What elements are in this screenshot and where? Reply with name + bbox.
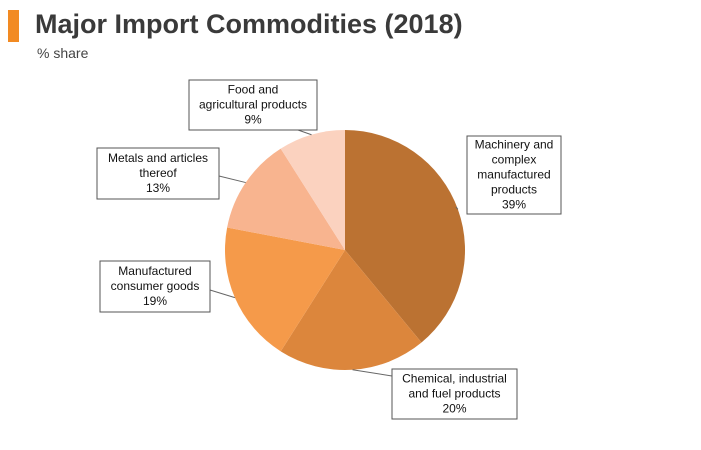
- slice-label-text: thereof: [139, 166, 177, 180]
- slice-label-text: agricultural products: [199, 98, 307, 112]
- pie-slice: [280, 130, 345, 250]
- slice-label-text: Metals and articles: [108, 151, 208, 165]
- slice-label-box: [96, 147, 220, 200]
- title-accent-bar: [8, 10, 19, 42]
- slice-label: Machinery andcomplexmanufacturedproducts…: [466, 135, 562, 215]
- slice-label-box: [188, 79, 318, 131]
- slice-label-text: Manufactured: [118, 264, 191, 278]
- label-leader-line: [352, 369, 393, 377]
- pie-slice: [225, 227, 345, 352]
- label-leader-line: [218, 175, 246, 184]
- chart-subtitle: % share: [37, 45, 89, 61]
- pie-slice: [227, 148, 345, 250]
- slice-label-box: [391, 368, 518, 420]
- slice-label-text: Food and: [228, 83, 279, 97]
- slice-label-text: Chemical, industrial: [402, 372, 507, 386]
- label-leader-line: [455, 206, 459, 210]
- slice-label-text: and fuel products: [408, 387, 500, 401]
- slice-label-text: 19%: [143, 294, 167, 308]
- slice-label-text: Machinery and: [475, 138, 554, 152]
- slice-label-text: 13%: [146, 181, 170, 195]
- page-title: Major Import Commodities (2018): [35, 9, 463, 39]
- slice-label-text: 9%: [244, 113, 262, 127]
- slice-label-text: products: [491, 183, 537, 197]
- slice-label-text: 39%: [502, 198, 526, 212]
- slice-label-text: complex: [492, 153, 537, 167]
- slice-label-box: [99, 260, 211, 313]
- slice-label-text: consumer goods: [111, 279, 200, 293]
- label-leader-line: [209, 289, 236, 299]
- label-leader-line: [297, 129, 312, 136]
- pie-slice: [345, 130, 465, 343]
- pie-slice: [280, 250, 422, 370]
- slice-label-text: 20%: [442, 402, 466, 416]
- slice-label-text: manufactured: [477, 168, 550, 182]
- slice-label-box: [466, 135, 562, 215]
